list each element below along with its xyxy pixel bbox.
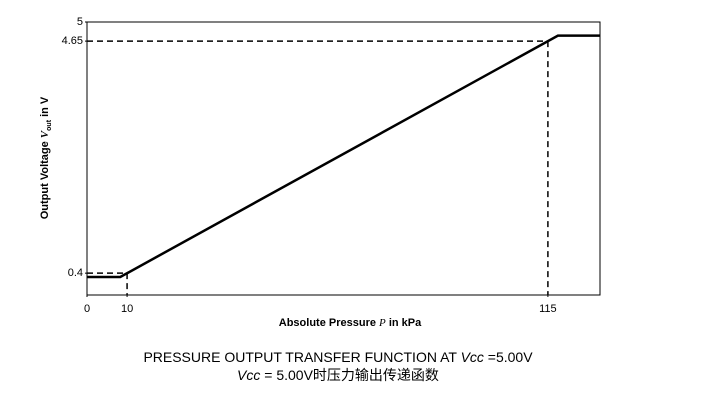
- caption-symbol: Vcc: [461, 349, 484, 365]
- caption-line: Vcc = 5.00V时压力输出传递函数: [237, 367, 439, 383]
- x-axis-title: Absolute Pressure P in kPa: [279, 317, 422, 329]
- x-title-symbol: P: [378, 317, 386, 329]
- y-axis-title: Output Voltage Vout in V: [39, 96, 53, 219]
- x-tick-label: 0: [84, 303, 90, 315]
- y-title-unit: in V: [39, 96, 51, 120]
- y-title-symbol: V: [39, 129, 51, 138]
- plot-frame: [86, 21, 601, 296]
- caption-text: = 5.00V时压力输出传递函数: [260, 367, 439, 383]
- caption-text: =5.00V: [484, 349, 533, 365]
- x-tick-label: 10: [121, 303, 133, 315]
- data-line: [87, 34, 600, 279]
- caption-symbol: Vcc: [237, 367, 260, 383]
- x-title-text: Absolute Pressure: [279, 317, 379, 329]
- x-tick-label: 115: [539, 303, 557, 315]
- y-title-subscript: out: [46, 119, 53, 131]
- y-title-text: Output Voltage: [39, 138, 51, 219]
- y-tick-label: 5: [77, 16, 83, 28]
- y-tick-label: 0.4: [68, 267, 83, 279]
- caption-text: PRESSURE OUTPUT TRANSFER FUNCTION AT: [143, 349, 460, 365]
- x-title-unit: in kPa: [386, 317, 422, 329]
- caption-line: PRESSURE OUTPUT TRANSFER FUNCTION AT Vcc…: [143, 349, 533, 365]
- y-tick-label: 4.65: [62, 35, 83, 47]
